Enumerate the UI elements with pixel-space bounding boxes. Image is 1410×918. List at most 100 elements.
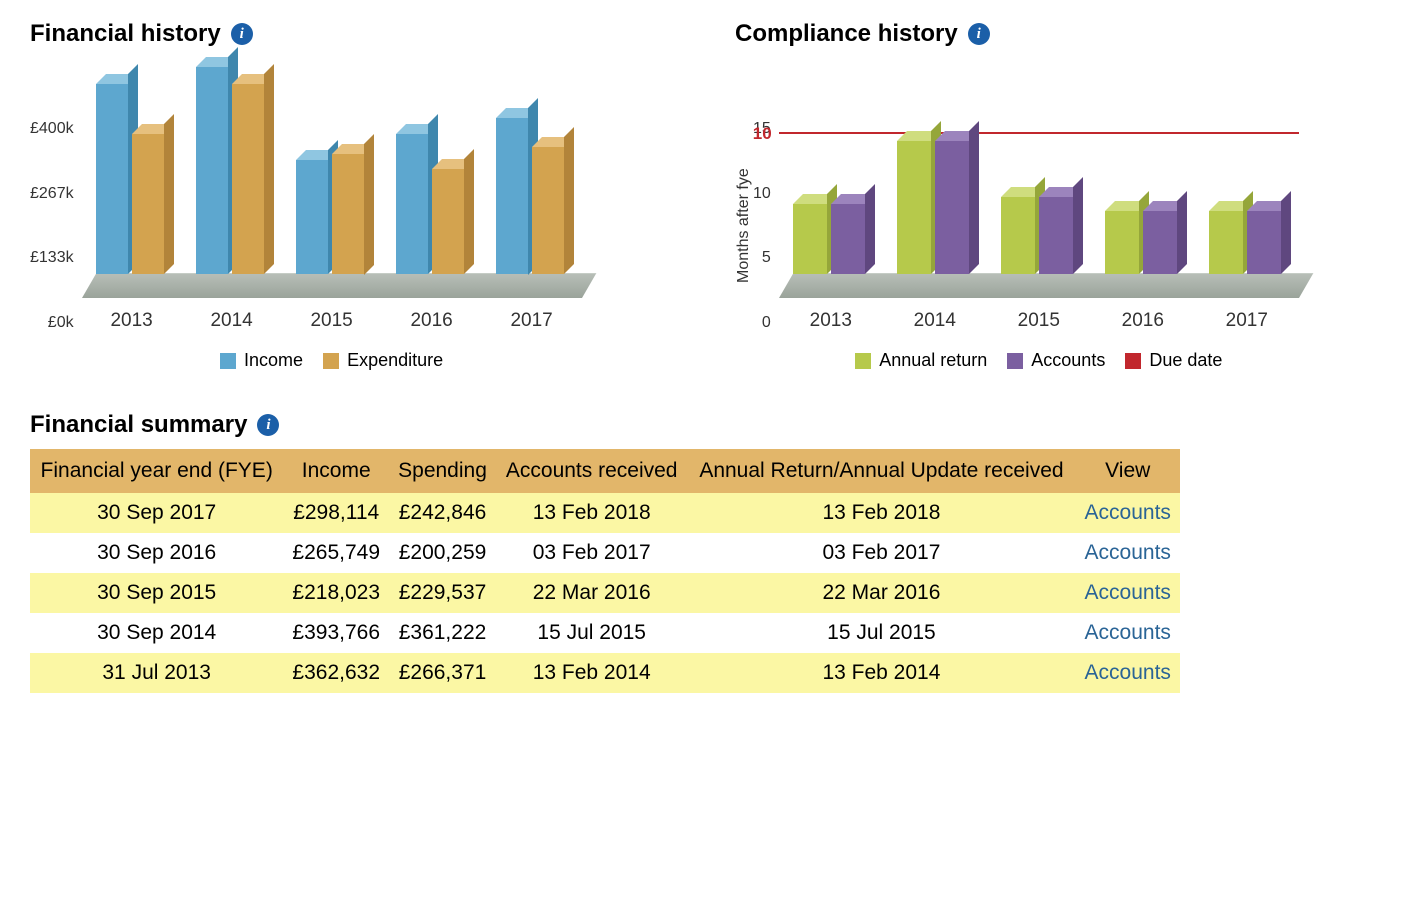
cell-income: £298,114 <box>283 493 389 533</box>
accounts-link[interactable]: Accounts <box>1075 573 1180 613</box>
cell-income: £265,749 <box>283 533 389 573</box>
compliance-history-y-axis: 151050 <box>753 121 779 331</box>
x-tick: 2017 <box>482 310 582 332</box>
financial-summary-table: Financial year end (FYE)IncomeSpendingAc… <box>30 449 1180 693</box>
cell-income: £362,632 <box>283 653 389 693</box>
cell-income: £393,766 <box>283 613 389 653</box>
bar <box>831 204 865 274</box>
table-row: 30 Sep 2016£265,749£200,25903 Feb 201703… <box>30 533 1180 573</box>
table-row: 30 Sep 2015£218,023£229,53722 Mar 201622… <box>30 573 1180 613</box>
info-icon[interactable]: i <box>257 414 279 436</box>
legend-income: Income <box>244 350 303 371</box>
y-tick: 0 <box>762 315 771 331</box>
compliance-history-plot: 10 <box>779 58 1299 308</box>
bar <box>132 134 164 274</box>
y-tick: 10 <box>753 186 771 202</box>
x-tick: 2017 <box>1195 310 1299 332</box>
legend-expenditure: Expenditure <box>347 350 443 371</box>
cell-return_received: 03 Feb 2017 <box>687 533 1075 573</box>
accounts-link[interactable]: Accounts <box>1075 533 1180 573</box>
cell-income: £218,023 <box>283 573 389 613</box>
financial-history-x-axis: 20132014201520162017 <box>82 310 582 332</box>
column-header: Financial year end (FYE) <box>30 449 283 493</box>
financial-history-panel: Financial history i £400k £267k £133k £0k 2… <box>30 20 675 371</box>
cell-spending: £242,846 <box>389 493 496 533</box>
info-icon[interactable]: i <box>968 23 990 45</box>
table-row: 31 Jul 2013£362,632£266,37113 Feb 201413… <box>30 653 1180 693</box>
bar <box>432 169 464 274</box>
y-tick: £133k <box>30 250 74 266</box>
cell-return_received: 13 Feb 2018 <box>687 493 1075 533</box>
bar <box>96 84 128 274</box>
column-header: Spending <box>389 449 496 493</box>
bar <box>496 118 528 275</box>
x-tick: 2016 <box>382 310 482 332</box>
bar <box>296 160 328 274</box>
cell-accounts_received: 22 Mar 2016 <box>496 573 687 613</box>
cell-accounts_received: 03 Feb 2017 <box>496 533 687 573</box>
x-tick: 2013 <box>82 310 182 332</box>
x-tick: 2014 <box>883 310 987 332</box>
y-tick: 5 <box>762 250 771 266</box>
legend-due-date: Due date <box>1149 350 1222 371</box>
bar <box>1001 197 1035 274</box>
accounts-link[interactable]: Accounts <box>1075 613 1180 653</box>
y-tick: £400k <box>30 121 74 137</box>
x-tick: 2015 <box>282 310 382 332</box>
compliance-history-x-axis: 20132014201520162017 <box>779 310 1299 332</box>
bar <box>196 67 228 274</box>
cell-fye: 30 Sep 2014 <box>30 613 283 653</box>
bar <box>1039 197 1073 274</box>
compliance-history-panel: Compliance history i Months after fye 15… <box>735 20 1380 371</box>
bar <box>935 141 969 274</box>
bar <box>332 154 364 275</box>
bar <box>793 204 827 274</box>
compliance-y-label: Months after fye <box>735 121 753 331</box>
accounts-link[interactable]: Accounts <box>1075 653 1180 693</box>
bar <box>1209 211 1243 274</box>
cell-return_received: 22 Mar 2016 <box>687 573 1075 613</box>
x-tick: 2013 <box>779 310 883 332</box>
cell-return_received: 13 Feb 2014 <box>687 653 1075 693</box>
cell-spending: £200,259 <box>389 533 496 573</box>
cell-accounts_received: 13 Feb 2018 <box>496 493 687 533</box>
cell-fye: 31 Jul 2013 <box>30 653 283 693</box>
financial-history-plot <box>82 58 582 308</box>
cell-return_received: 15 Jul 2015 <box>687 613 1075 653</box>
x-tick: 2016 <box>1091 310 1195 332</box>
y-tick: £267k <box>30 186 74 202</box>
bar <box>232 84 264 274</box>
column-header: Income <box>283 449 389 493</box>
cell-accounts_received: 13 Feb 2014 <box>496 653 687 693</box>
cell-spending: £266,371 <box>389 653 496 693</box>
cell-accounts_received: 15 Jul 2015 <box>496 613 687 653</box>
x-tick: 2015 <box>987 310 1091 332</box>
bar <box>396 134 428 274</box>
financial-history-title: Financial history <box>30 20 221 48</box>
bar <box>897 141 931 274</box>
column-header: View <box>1075 449 1180 493</box>
table-row: 30 Sep 2014£393,766£361,22215 Jul 201515… <box>30 613 1180 653</box>
x-tick: 2014 <box>182 310 282 332</box>
financial-history-y-axis: £400k £267k £133k £0k <box>30 121 82 331</box>
legend-annual-return: Annual return <box>879 350 987 371</box>
table-row: 30 Sep 2017£298,114£242,84613 Feb 201813… <box>30 493 1180 533</box>
cell-fye: 30 Sep 2016 <box>30 533 283 573</box>
cell-fye: 30 Sep 2017 <box>30 493 283 533</box>
info-icon[interactable]: i <box>231 23 253 45</box>
legend-accounts: Accounts <box>1031 350 1105 371</box>
accounts-link[interactable]: Accounts <box>1075 493 1180 533</box>
bar <box>1105 211 1139 274</box>
compliance-history-title: Compliance history <box>735 20 958 48</box>
cell-spending: £229,537 <box>389 573 496 613</box>
due-date-label: 10 <box>753 124 772 144</box>
y-tick: £0k <box>48 315 74 331</box>
column-header: Annual Return/Annual Update received <box>687 449 1075 493</box>
financial-history-legend: Income Expenditure <box>82 350 582 371</box>
bar <box>532 147 564 274</box>
bar <box>1247 211 1281 274</box>
column-header: Accounts received <box>496 449 687 493</box>
financial-summary-title: Financial summary <box>30 411 247 439</box>
cell-fye: 30 Sep 2015 <box>30 573 283 613</box>
cell-spending: £361,222 <box>389 613 496 653</box>
